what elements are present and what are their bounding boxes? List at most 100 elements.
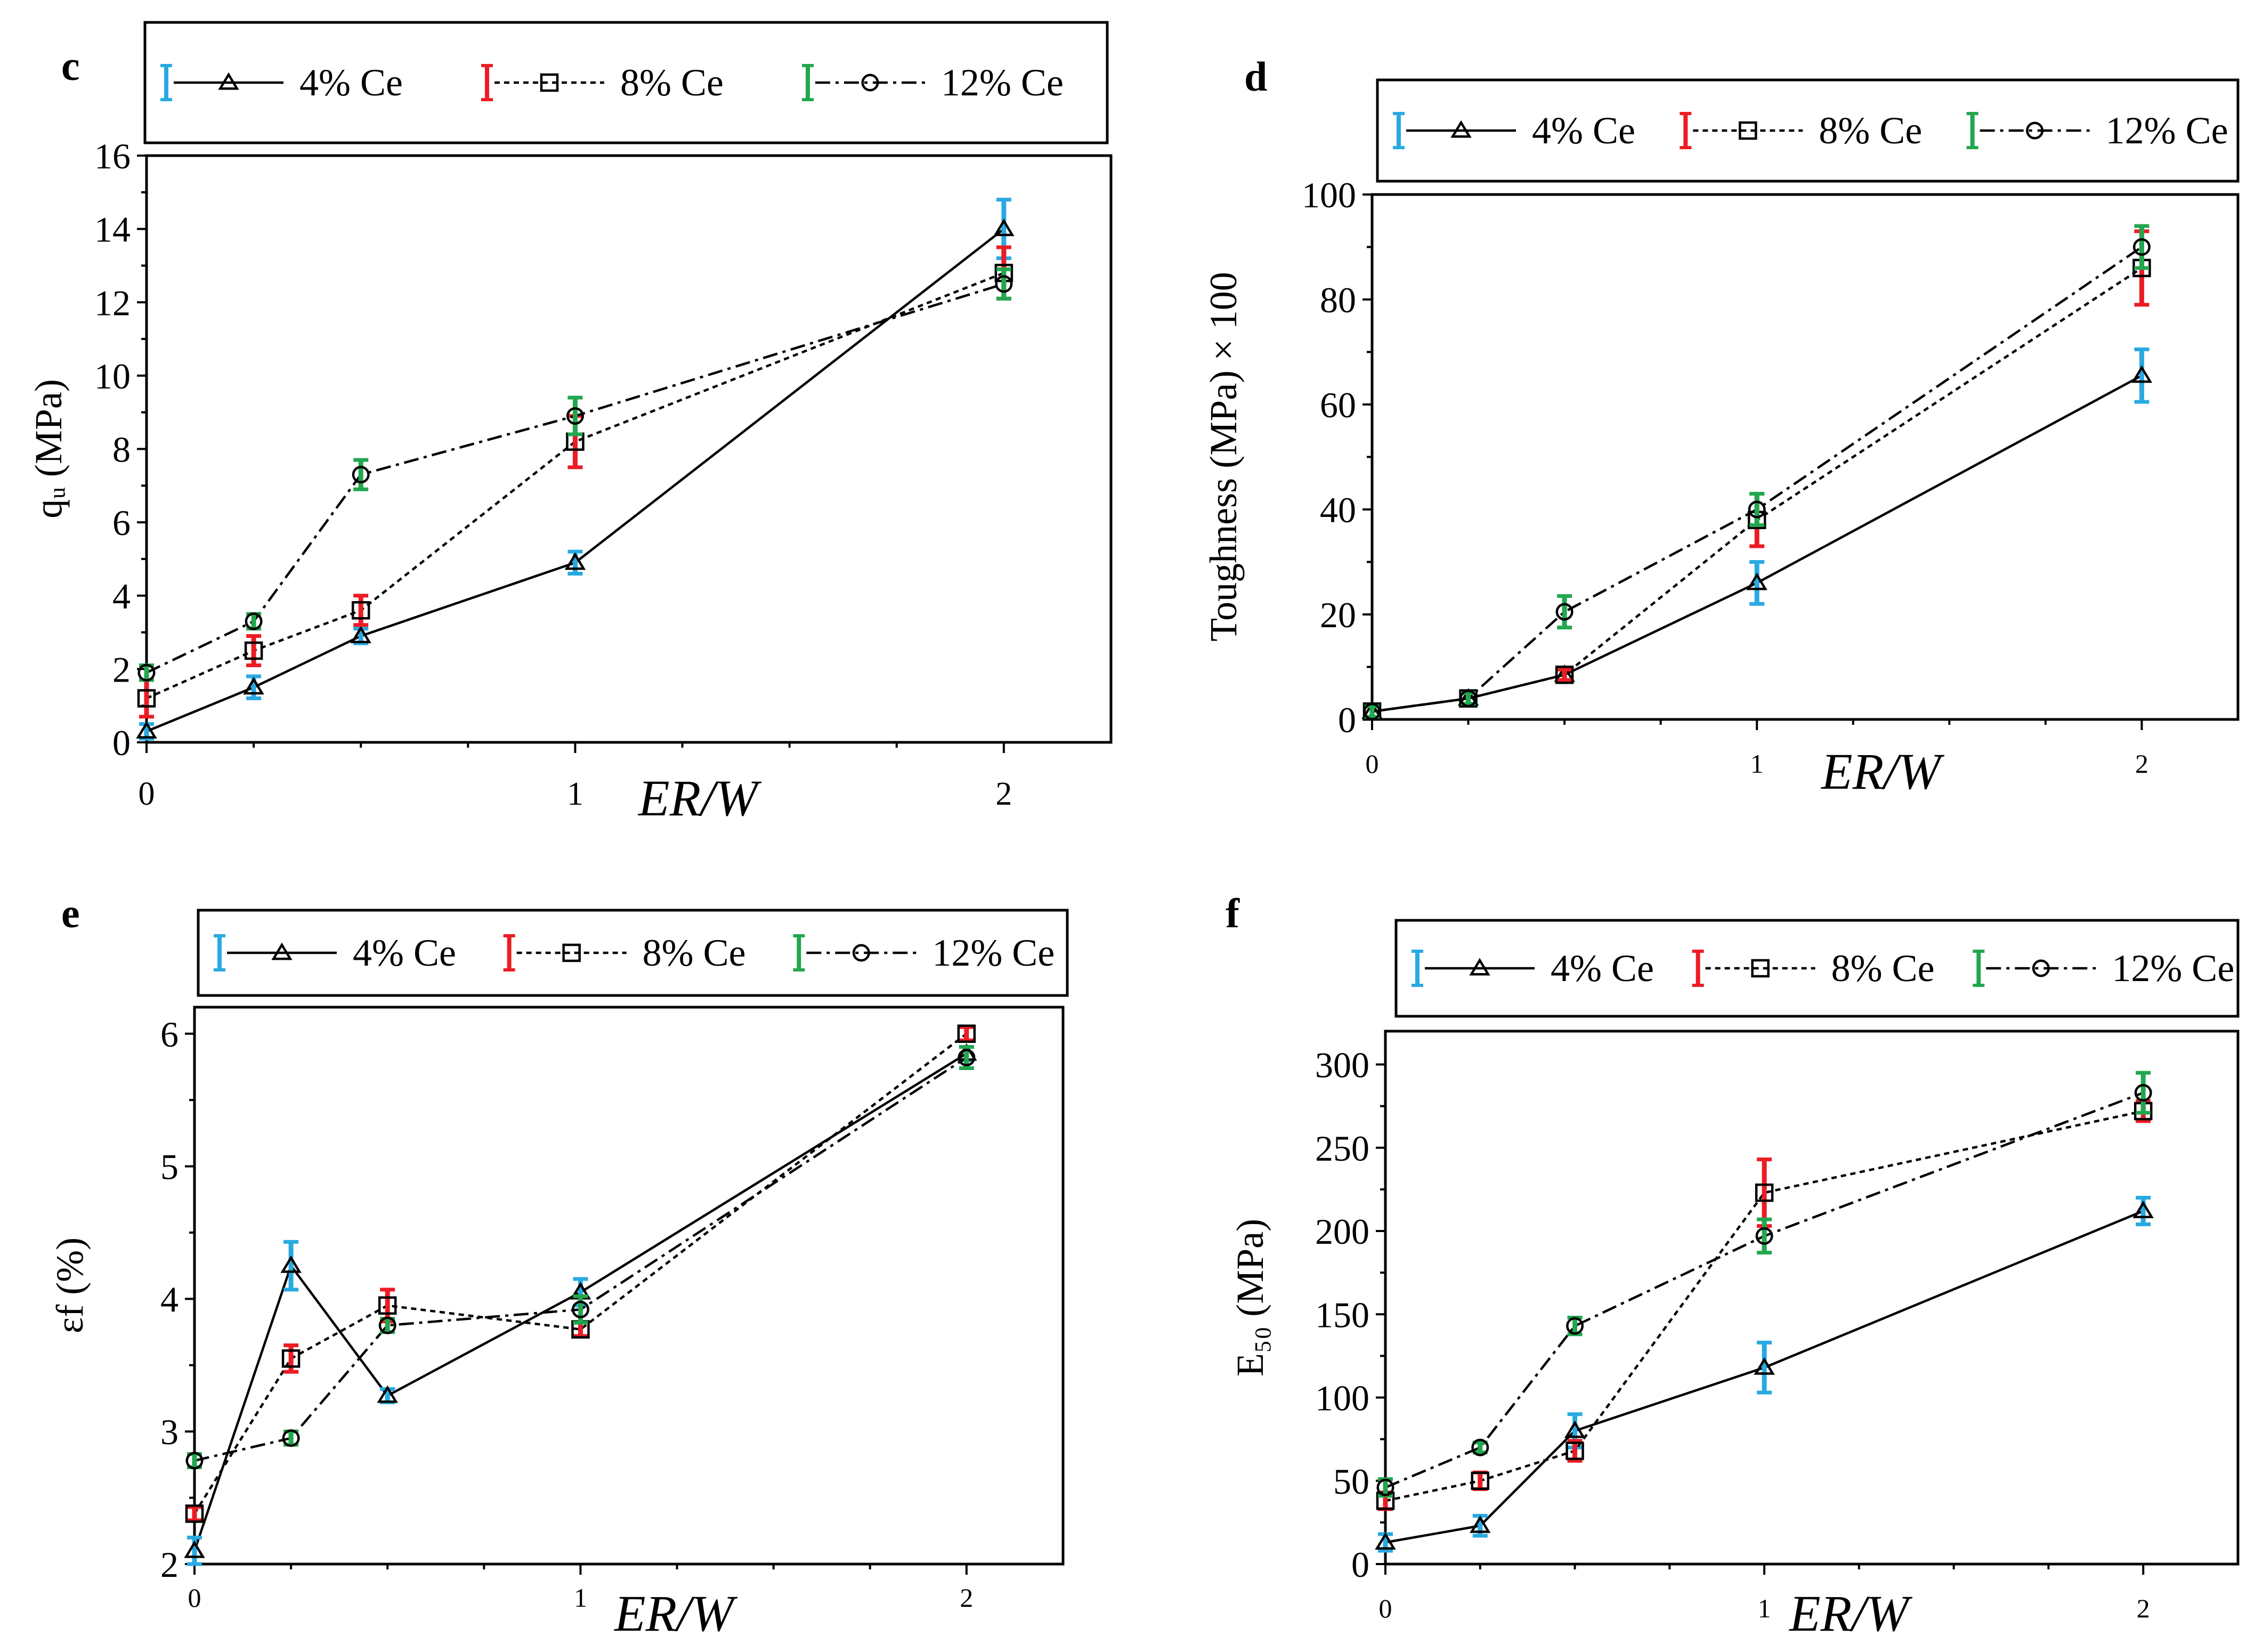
y-tick-label: 2 (112, 649, 131, 690)
y-tick-label: 50 (1333, 1461, 1369, 1502)
x-tick-label: 2 (2135, 749, 2148, 779)
y-tick-label: 12 (94, 282, 131, 323)
y-tick-label: 4 (160, 1279, 179, 1319)
legend-item: 8% Ce (1680, 109, 1922, 152)
data-point (1555, 666, 1574, 684)
x-tick-label: 0 (139, 776, 155, 812)
plot-area (193, 1006, 1065, 1566)
data-point (571, 1300, 589, 1318)
legend-marker-triangle (1450, 120, 1472, 138)
legend-errorbar-icon (1966, 112, 1978, 149)
legend-item: 12% Ce (1966, 109, 2228, 152)
data-point (184, 1540, 205, 1558)
data-point (1375, 1532, 1396, 1550)
data-point (993, 218, 1015, 237)
data-point (377, 1385, 398, 1403)
y-tick-label: 200 (1315, 1211, 1369, 1252)
y-tick-label: 8 (112, 430, 131, 470)
data-point (378, 1316, 396, 1334)
data-point (1755, 1227, 1773, 1245)
series-line (194, 1056, 968, 1462)
data-point (2132, 1201, 2154, 1218)
legend-item: 12% Ce (1973, 947, 2234, 990)
panel-letter: d (1244, 53, 1267, 100)
x-tick-label: 0 (1366, 749, 1379, 779)
data-point (1754, 1357, 1775, 1375)
legend-item: 4% Ce (1412, 947, 1654, 990)
legend-item: 8% Ce (481, 61, 724, 104)
data-point (351, 601, 370, 620)
legend-marker-triangle (271, 942, 293, 960)
legend-marker-triangle (218, 72, 239, 90)
y-tick-label: 5 (160, 1147, 179, 1187)
y-tick-label: 0 (1338, 700, 1356, 740)
legend-marker-circle (852, 944, 870, 962)
panel-letter: f (1226, 890, 1240, 936)
data-point (564, 552, 586, 570)
x-axis-label: ER/W (1788, 1585, 1913, 1642)
data-point (282, 1429, 300, 1447)
y-tick-label: 10 (94, 356, 131, 396)
data-point (1755, 1183, 1774, 1202)
y-tick-label: 300 (1315, 1045, 1369, 1086)
legend-label: 4% Ce (1551, 947, 1654, 990)
x-tick-label: 0 (188, 1583, 201, 1613)
data-point (1471, 1438, 1489, 1456)
legend: 4% Ce 8% Ce 12% Ce (1376, 78, 2240, 183)
data-point (1748, 500, 1766, 519)
x-tick-label: 2 (960, 1583, 973, 1613)
x-axis-label: ER/W (637, 770, 762, 827)
y-tick-label: 20 (1320, 595, 1356, 635)
legend: 4% Ce 8% Ce 12% Ce (143, 21, 1109, 144)
legend-errorbar-icon (802, 64, 814, 101)
y-tick-label: 60 (1320, 385, 1356, 425)
x-tick-label: 1 (574, 1583, 587, 1613)
legend-item: 8% Ce (503, 932, 746, 974)
legend-label: 12% Ce (932, 932, 1055, 974)
legend-label: 12% Ce (2112, 947, 2234, 990)
legend-errorbar-icon (503, 934, 515, 971)
legend-errorbar-icon (160, 64, 172, 101)
legend-marker-square (1751, 959, 1770, 978)
legend-label: 12% Ce (2106, 109, 2228, 152)
data-point (2132, 238, 2151, 256)
y-tick-label: 4 (112, 576, 131, 617)
data-point (352, 466, 370, 484)
y-tick-label: 3 (160, 1412, 179, 1452)
legend: 4% Ce 8% Ce 12% Ce (197, 909, 1069, 997)
legend-errorbar-icon (1973, 950, 1985, 987)
y-tick-label: 100 (1315, 1378, 1369, 1419)
legend-frame (1394, 919, 2240, 1018)
legend-item: 4% Ce (214, 932, 456, 974)
legend-label: 8% Ce (1819, 109, 1922, 152)
data-point (1555, 603, 1573, 621)
legend-errorbar-icon (1680, 112, 1692, 149)
legend-errorbar-icon (793, 934, 805, 971)
legend: 4% Ce 8% Ce 12% Ce (1394, 919, 2240, 1018)
legend-label: 8% Ce (620, 61, 724, 104)
legend-frame (1376, 78, 2240, 183)
x-tick-label: 2 (2137, 1593, 2150, 1623)
y-tick-label: 6 (112, 503, 131, 543)
chart-panel-d: d 0 20 40 60 80 100 0 1 2 ER/W Toughness (MPa) × 10… (1202, 53, 2240, 800)
data-point (185, 1452, 204, 1470)
data-point (350, 626, 371, 643)
data-point (137, 689, 156, 708)
data-point (281, 1349, 301, 1368)
legend-label: 8% Ce (1831, 947, 1935, 990)
data-point (958, 1049, 976, 1067)
y-tick-label: 80 (1320, 280, 1356, 320)
data-point (1376, 1478, 1394, 1496)
y-tick-label: 14 (94, 209, 131, 250)
plot-area (1384, 1030, 2240, 1566)
y-tick-label: 100 (1302, 175, 1356, 215)
data-point (1459, 690, 1478, 708)
y-tick-label: 250 (1315, 1128, 1369, 1169)
chart-panel-f: f 0 50 100 150 200 250 300 0 1 2 ER/W E₅₀ (MPa) 4% Ce… (1226, 890, 2240, 1642)
y-tick-label: 6 (160, 1014, 179, 1055)
legend-marker-square (562, 943, 581, 962)
legend-frame (143, 21, 1109, 144)
legend-errorbar-icon (214, 934, 225, 971)
data-point (2131, 365, 2153, 383)
data-point (378, 1296, 397, 1315)
